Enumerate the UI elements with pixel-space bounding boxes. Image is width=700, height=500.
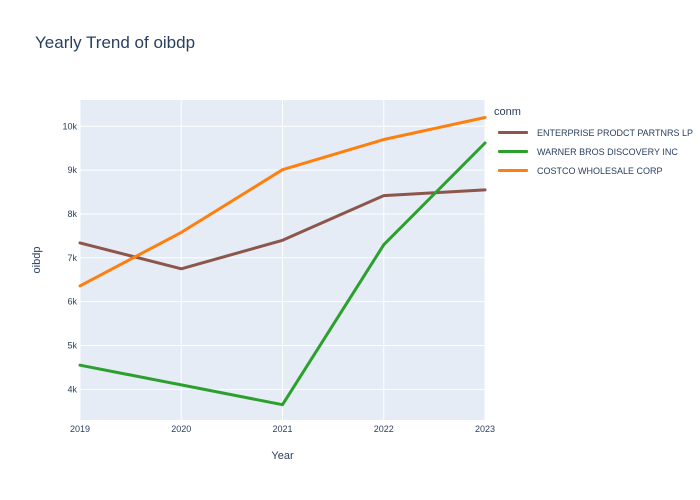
y-tick-label: 8k [67, 209, 77, 219]
legend-swatch [498, 131, 528, 134]
y-tick-label: 9k [67, 165, 77, 175]
y-tick-label: 7k [67, 253, 77, 263]
legend: conm ENTERPRISE PRODCT PARTNRS LP WARNER… [494, 106, 693, 180]
x-tick-label: 2020 [171, 424, 191, 434]
legend-item[interactable]: ENTERPRISE PRODCT PARTNRS LP [494, 123, 693, 142]
y-axis-ticks: 4k 5k 6k 7k 8k 9k 10k [62, 121, 77, 394]
series-line [78, 116, 487, 288]
y-tick-label: 6k [67, 297, 77, 307]
legend-title: conm [494, 106, 521, 118]
legend-swatch [498, 150, 528, 153]
y-axis-title: oibdp [31, 247, 43, 274]
series-line [78, 141, 487, 407]
series-line [78, 188, 487, 271]
legend-label: ENTERPRISE PRODCT PARTNRS LP [537, 127, 694, 138]
y-tick-label: 4k [67, 384, 77, 394]
legend-item[interactable]: WARNER BROS DISCOVERY INC [494, 142, 693, 161]
x-tick-label: 2023 [475, 424, 495, 434]
x-tick-label: 2019 [70, 424, 90, 434]
x-tick-label: 2021 [272, 424, 292, 434]
x-tick-label: 2022 [374, 424, 394, 434]
x-axis-ticks: 2019 2020 2021 2022 2023 [70, 424, 495, 434]
chart-title: Yearly Trend of oibdp [35, 33, 196, 52]
legend-swatch [498, 169, 528, 172]
legend-label: WARNER BROS DISCOVERY INC [537, 146, 678, 157]
series-lines [78, 116, 487, 407]
y-tick-label: 5k [67, 340, 77, 350]
y-tick-label: 10k [62, 121, 77, 131]
x-axis-title: Year [271, 450, 294, 462]
legend-label: COSTCO WHOLESALE CORP [537, 165, 663, 176]
legend-item[interactable]: COSTCO WHOLESALE CORP [494, 161, 693, 180]
